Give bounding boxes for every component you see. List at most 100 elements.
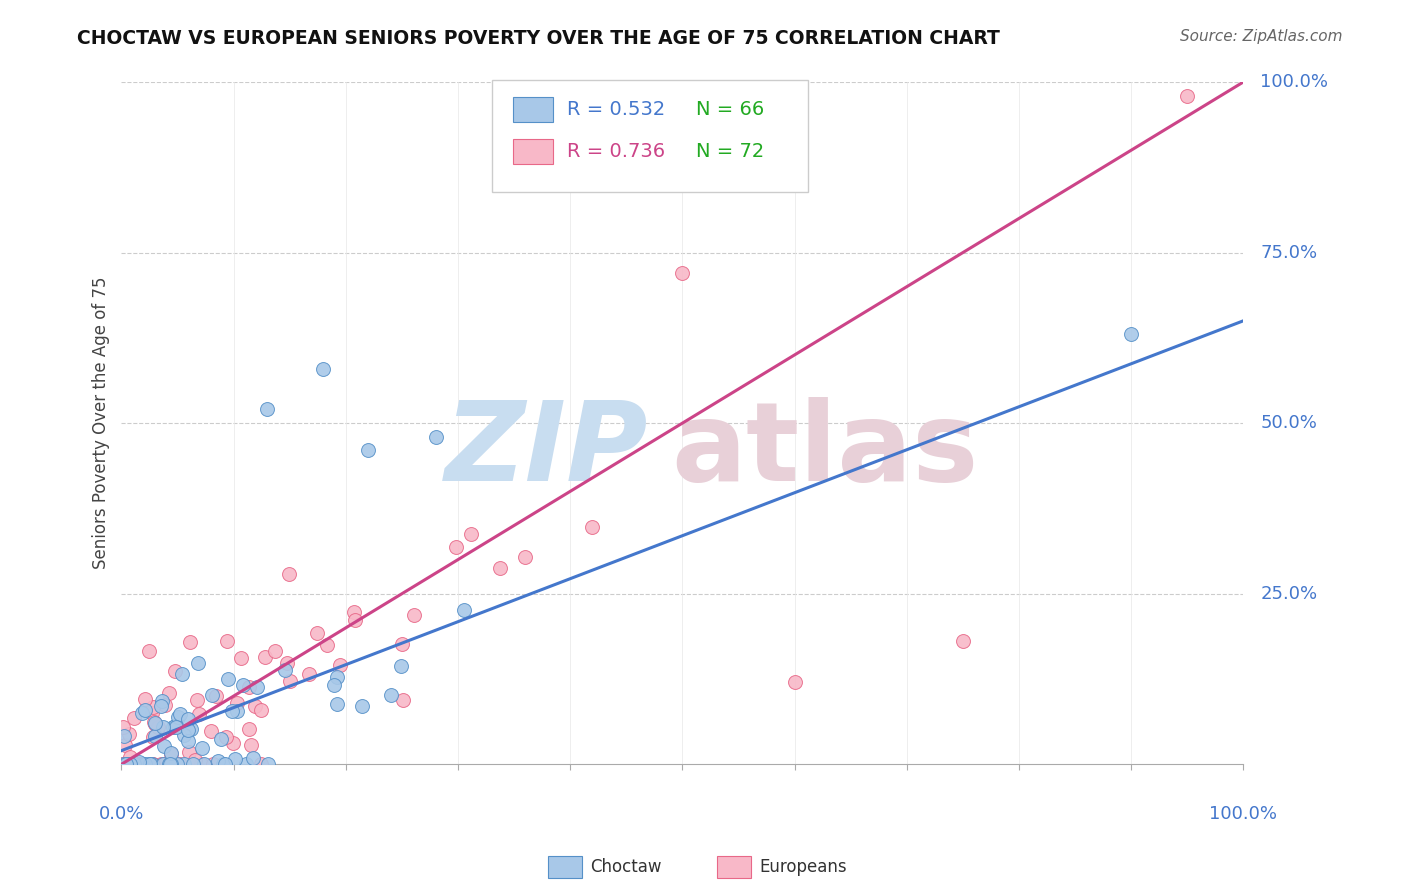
Y-axis label: Seniors Poverty Over the Age of 75: Seniors Poverty Over the Age of 75 bbox=[93, 277, 110, 569]
Point bbox=[139, 757, 162, 772]
Point bbox=[111, 757, 134, 772]
Text: N = 72: N = 72 bbox=[696, 142, 765, 161]
Point bbox=[160, 747, 183, 762]
Point bbox=[188, 706, 211, 721]
Point bbox=[153, 757, 176, 772]
Point bbox=[150, 694, 173, 708]
Point bbox=[278, 673, 301, 688]
Point bbox=[201, 757, 224, 772]
Point bbox=[212, 757, 235, 772]
Point bbox=[391, 637, 413, 651]
Point bbox=[122, 757, 145, 772]
Point bbox=[134, 757, 156, 772]
Point bbox=[222, 736, 245, 750]
Point bbox=[143, 717, 166, 731]
Point bbox=[357, 443, 380, 458]
Point bbox=[215, 633, 238, 648]
Point bbox=[231, 651, 253, 665]
Point bbox=[129, 757, 152, 772]
Point bbox=[238, 722, 260, 736]
Text: 100.0%: 100.0% bbox=[1260, 73, 1329, 91]
Point bbox=[177, 723, 200, 737]
Point bbox=[323, 678, 346, 692]
Point bbox=[240, 738, 263, 752]
Point bbox=[250, 703, 273, 717]
Point bbox=[163, 757, 186, 772]
Point bbox=[298, 667, 321, 681]
Point bbox=[169, 757, 191, 772]
Text: atlas: atlas bbox=[671, 397, 979, 504]
Text: R = 0.532: R = 0.532 bbox=[567, 100, 665, 120]
Point bbox=[214, 757, 236, 772]
Point bbox=[460, 527, 482, 541]
Point bbox=[254, 649, 277, 664]
Point bbox=[141, 757, 163, 772]
Point bbox=[343, 605, 366, 619]
Text: ZIP: ZIP bbox=[446, 397, 648, 504]
Point bbox=[343, 613, 366, 627]
Point bbox=[143, 714, 166, 729]
Point bbox=[111, 757, 134, 772]
Point bbox=[391, 692, 413, 706]
Point bbox=[187, 656, 209, 670]
Point bbox=[118, 727, 141, 741]
Point bbox=[127, 757, 149, 772]
Point bbox=[118, 757, 141, 772]
Point bbox=[350, 698, 373, 713]
Point bbox=[581, 520, 603, 534]
Point bbox=[128, 755, 150, 769]
Point bbox=[181, 757, 204, 772]
Point bbox=[329, 658, 352, 673]
Point bbox=[122, 711, 145, 725]
Point bbox=[132, 757, 155, 772]
Point bbox=[191, 740, 214, 755]
Text: Choctaw: Choctaw bbox=[591, 858, 662, 876]
Text: CHOCTAW VS EUROPEAN SENIORS POVERTY OVER THE AGE OF 75 CORRELATION CHART: CHOCTAW VS EUROPEAN SENIORS POVERTY OVER… bbox=[77, 29, 1000, 47]
Point bbox=[143, 729, 166, 743]
Point bbox=[169, 706, 191, 721]
Point bbox=[201, 688, 224, 702]
Point bbox=[489, 561, 512, 575]
Point bbox=[134, 703, 156, 717]
Point bbox=[170, 666, 193, 681]
Point bbox=[186, 693, 208, 707]
Point bbox=[146, 720, 169, 734]
Point bbox=[112, 729, 135, 743]
Text: N = 66: N = 66 bbox=[696, 100, 765, 120]
Point bbox=[180, 723, 202, 737]
Point bbox=[131, 706, 153, 720]
Point bbox=[166, 757, 188, 772]
Point bbox=[453, 603, 475, 617]
Point bbox=[173, 728, 195, 742]
Point bbox=[160, 746, 183, 760]
Point bbox=[209, 731, 232, 746]
Text: 0.0%: 0.0% bbox=[98, 805, 145, 823]
Point bbox=[207, 754, 229, 768]
Point bbox=[184, 753, 207, 767]
Point bbox=[111, 720, 134, 734]
Text: Source: ZipAtlas.com: Source: ZipAtlas.com bbox=[1180, 29, 1343, 44]
Point bbox=[235, 757, 257, 772]
Point bbox=[256, 402, 278, 417]
Point bbox=[312, 361, 335, 376]
Point bbox=[150, 757, 173, 772]
Point bbox=[276, 656, 298, 670]
Point bbox=[157, 757, 180, 772]
Point bbox=[221, 705, 243, 719]
Point bbox=[402, 607, 425, 622]
Point bbox=[165, 720, 187, 734]
Point bbox=[120, 757, 142, 772]
Point bbox=[138, 644, 160, 658]
Point bbox=[425, 430, 447, 444]
Point bbox=[224, 752, 246, 766]
Point bbox=[142, 700, 165, 714]
Point bbox=[179, 745, 201, 759]
Point bbox=[163, 664, 186, 678]
Point bbox=[112, 757, 135, 772]
Text: 25.0%: 25.0% bbox=[1260, 584, 1317, 603]
Point bbox=[250, 757, 273, 772]
Point bbox=[205, 690, 228, 704]
Point bbox=[225, 696, 247, 710]
Point bbox=[217, 672, 239, 686]
Point bbox=[162, 720, 184, 734]
